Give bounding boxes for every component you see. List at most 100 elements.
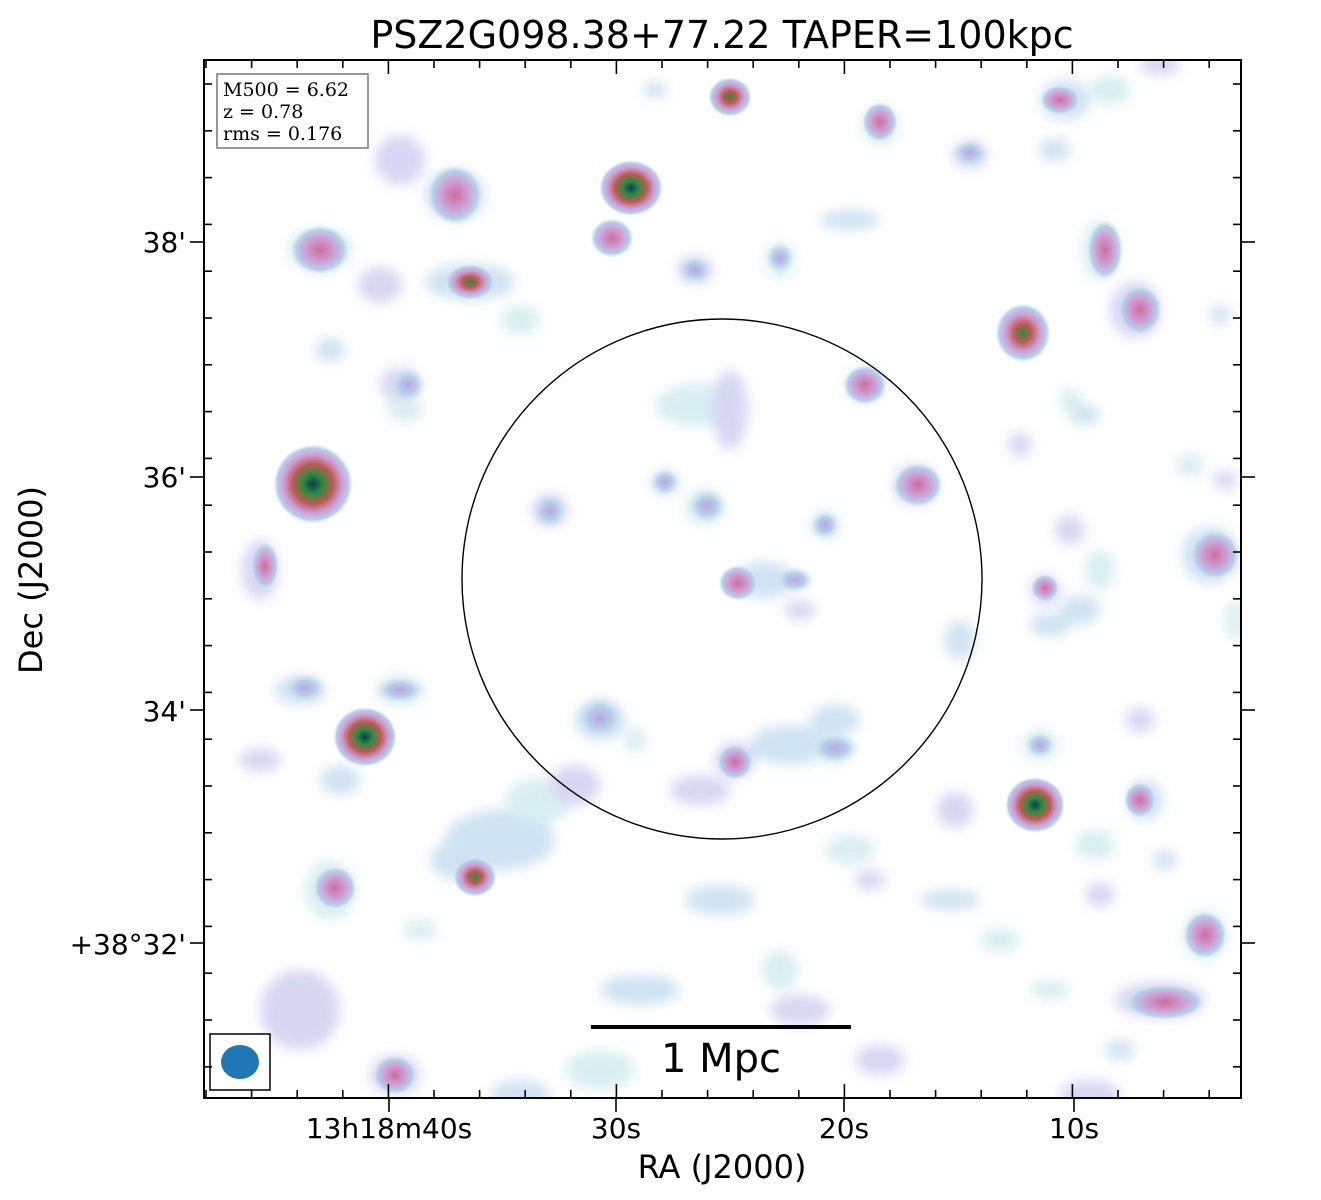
blue-source <box>375 676 425 704</box>
blue-source <box>390 367 426 403</box>
info-box <box>216 73 369 149</box>
faint-blob <box>980 928 1020 952</box>
faint-blob <box>260 970 340 1050</box>
pink-source <box>717 744 753 780</box>
faint-blob <box>785 600 815 620</box>
pink-source <box>590 218 634 258</box>
faint-blob <box>1210 305 1230 325</box>
faint-blob <box>945 620 975 660</box>
faint-blob <box>712 370 748 450</box>
faint-blob <box>855 870 885 890</box>
pink-source <box>1124 782 1156 818</box>
pink-source <box>1087 220 1123 280</box>
faint-blob <box>1060 1080 1120 1098</box>
blue-source <box>687 488 727 524</box>
x-tick-label-0: 13h18m40s <box>306 1112 473 1145</box>
faint-blob <box>810 705 860 735</box>
faint-blob <box>762 950 798 990</box>
medium-source <box>995 303 1051 363</box>
x-axis-label: RA (J2000) <box>638 1148 807 1186</box>
strong-source <box>1005 777 1065 833</box>
pink-source <box>313 866 357 910</box>
faint-blob <box>1060 595 1100 625</box>
faint-blob <box>315 338 345 362</box>
y-tick-label-1: 36' <box>143 461 186 494</box>
info-redshift: z = 0.78 <box>223 101 303 123</box>
faint-blob <box>1213 470 1237 490</box>
faint-blob <box>1125 708 1155 732</box>
pink-source <box>1118 285 1162 335</box>
faint-blob <box>402 920 438 940</box>
faint-blob <box>685 885 755 915</box>
faint-blob <box>600 975 680 1005</box>
faint-blob <box>1085 883 1115 907</box>
y-tick-label-0: 38' <box>143 226 186 259</box>
medium-source <box>708 77 752 117</box>
plot-frame <box>203 59 1242 1099</box>
beam-ellipse <box>221 1045 259 1079</box>
pink-source <box>718 565 758 601</box>
pink-source <box>251 542 279 590</box>
faint-blob <box>770 995 830 1025</box>
blue-source <box>650 468 680 496</box>
blue-source <box>765 242 795 274</box>
pink-source <box>1040 85 1080 115</box>
faint-blob <box>1225 600 1241 640</box>
faint-blob <box>1070 405 1100 425</box>
faint-blob <box>565 1050 635 1090</box>
r500-circle <box>461 318 983 840</box>
faint-blob <box>1090 75 1130 105</box>
faint-blob <box>500 305 540 335</box>
faint-blob <box>1030 980 1070 1000</box>
faint-blob <box>937 792 973 828</box>
info-rms: rms = 0.176 <box>223 123 342 145</box>
faint-blob <box>550 765 600 805</box>
blue-source <box>810 510 840 540</box>
faint-blob <box>1140 60 1180 75</box>
radio-image <box>204 60 1241 1098</box>
faint-blob <box>623 728 647 752</box>
faint-blob <box>855 1045 905 1075</box>
figure-title: PSZ2G098.38+77.22 TAPER=100kpc <box>370 13 1073 57</box>
medium-source <box>453 857 497 897</box>
faint-blob <box>320 765 360 795</box>
faint-blob <box>750 725 830 765</box>
pink-source <box>290 225 350 275</box>
blue-source <box>677 256 713 284</box>
faint-blob <box>240 748 280 772</box>
blue-source <box>283 673 327 703</box>
faint-blob <box>490 1080 550 1098</box>
faint-blob <box>387 398 423 422</box>
blue-source <box>810 732 860 764</box>
pink-source <box>373 1055 417 1095</box>
medium-source <box>445 264 495 300</box>
strong-source <box>333 707 397 767</box>
x-tick-label-1: 30s <box>591 1112 641 1145</box>
faint-blob <box>1153 850 1177 870</box>
faint-blob <box>1075 830 1115 860</box>
y-tick-label-3: +38°32' <box>70 928 186 961</box>
faint-blob <box>820 210 880 230</box>
compact-sources <box>251 77 1240 1095</box>
faint-blob <box>375 135 425 185</box>
faint-blob <box>1058 388 1082 412</box>
pink-source <box>1031 574 1059 602</box>
pink-source <box>862 102 898 142</box>
y-tick-label-2: 34' <box>143 695 186 728</box>
strong-source <box>599 160 663 216</box>
blue-source <box>575 696 625 740</box>
axis-ticks <box>190 60 1255 1112</box>
pink-source <box>427 165 483 225</box>
pink-source <box>1125 984 1205 1020</box>
faint-blob <box>1030 613 1070 637</box>
faint-blob <box>1008 433 1032 457</box>
faint-blob <box>1055 515 1085 545</box>
blue-source <box>952 139 988 167</box>
pink-source <box>1190 530 1240 580</box>
faint-blob <box>1085 550 1115 590</box>
faint-blob <box>1105 1040 1135 1060</box>
faint-blob <box>920 890 980 910</box>
pink-source <box>893 463 943 507</box>
info-mass: M500 = 6.62 <box>223 79 349 101</box>
